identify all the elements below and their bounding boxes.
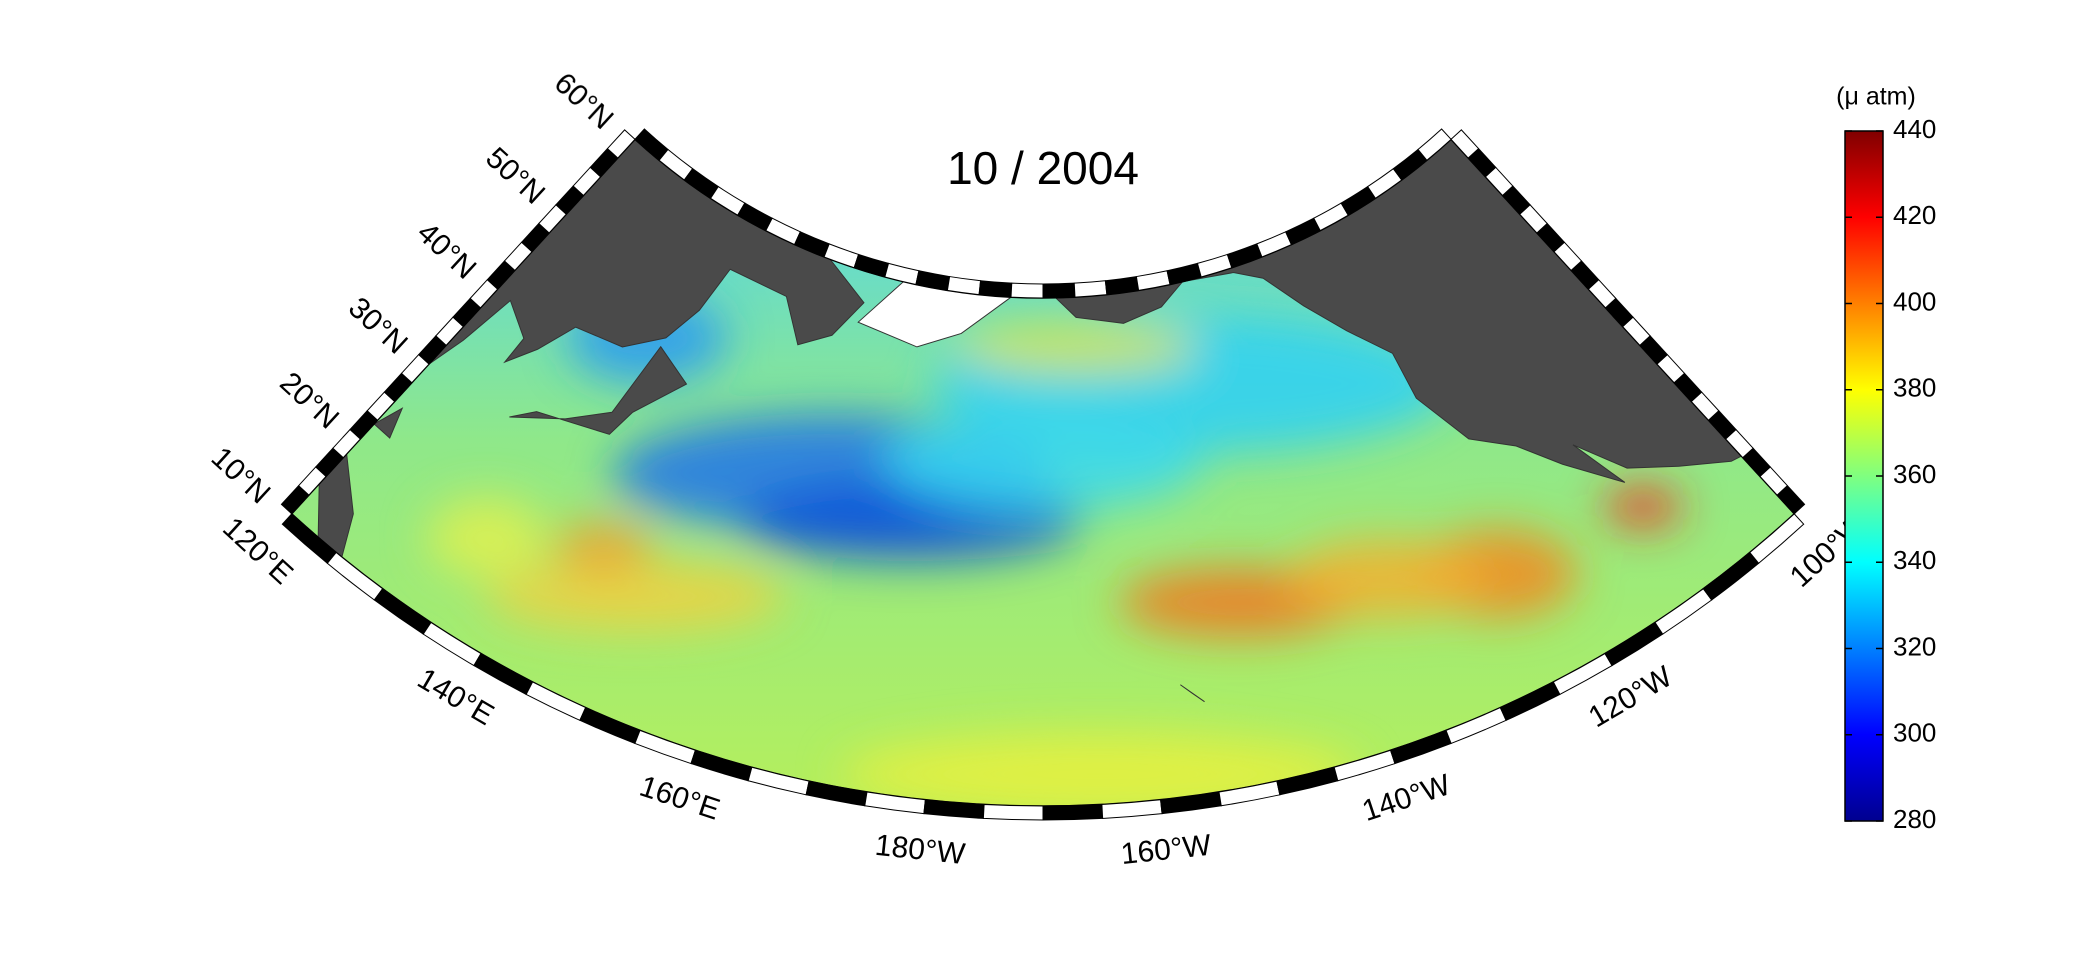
colorbar-tick-label: 300 [1893,718,1936,748]
colorbar-ticks: 280 300 320 340 360 380 400 420 440 [1845,114,1936,834]
latitude-label: 50°N [479,141,551,211]
frame-segment [1042,803,1104,821]
colorbar-label: (μ atm) [1836,83,1916,111]
ocean-patch [1602,486,1683,527]
ocean-patch [1287,538,1488,619]
colorbar-tick-label: 340 [1893,545,1936,575]
frame-segment [1417,128,1452,162]
latitude-label: 30°N [342,291,414,361]
colorbar-tick-label: 360 [1893,459,1936,489]
longitude-label: 180°W [873,829,967,871]
frame-segment [606,129,636,159]
land [428,139,865,365]
colorbar-tick-label: 420 [1893,200,1936,230]
latitude-label: 20°N [273,366,345,436]
latitude-label: 60°N [548,66,620,136]
land [373,407,404,439]
ocean-patterns [426,293,1683,807]
colorbar-tick-label: 440 [1893,114,1936,144]
colorbar-tick-label: 280 [1893,804,1936,834]
colorbar-tick-label: 320 [1893,631,1936,661]
longitude-label: 140°W [1358,768,1455,828]
frame-segment [1450,129,1480,159]
land [509,345,688,435]
latitude-label: 10°N [205,441,277,511]
frame-segment [1042,282,1076,299]
colorbar-tick-label: 380 [1893,373,1936,403]
ocean-patch [883,410,1203,511]
ocean-patch [957,322,1198,373]
ocean-field [291,139,1795,807]
ocean-patch [485,561,786,632]
longitude-label: 160°W [1119,829,1213,871]
land [1180,684,1205,703]
latitude-label: 40°N [411,216,483,286]
map-title: 10 / 2004 [947,142,1139,194]
colorbar-tick-label: 400 [1893,286,1936,316]
longitude-label: 160°E [636,770,724,827]
frame-segment [978,280,1013,298]
frame-segment [1073,280,1108,298]
frame-segment [982,803,1044,821]
ocean-patch [426,497,547,578]
ocean-patch [552,521,653,572]
frame-segment [1010,282,1044,299]
